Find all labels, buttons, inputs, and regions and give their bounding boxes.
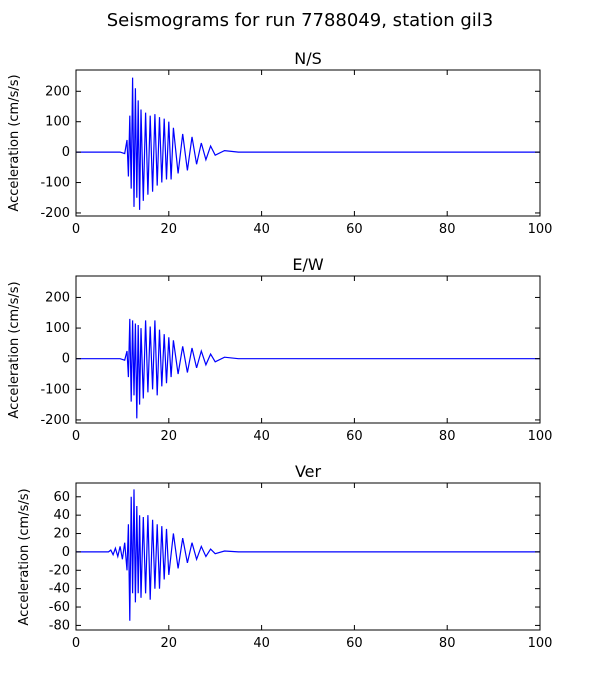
- x-tick-label: 100: [528, 429, 553, 444]
- x-tick-label: 0: [72, 636, 80, 651]
- x-tick-label: 0: [72, 429, 80, 444]
- x-tick-label: 20: [161, 429, 178, 444]
- y-tick-label: -200: [40, 413, 70, 428]
- y-tick-label: 40: [53, 508, 70, 523]
- axes-frame: [75, 275, 541, 424]
- y-axis-label: Acceleration (cm/s/s): [7, 74, 22, 211]
- trace-line: [76, 77, 540, 210]
- y-tick-label: 20: [53, 527, 70, 542]
- y-tick-label: -100: [40, 176, 70, 191]
- y-tick-label: -80: [49, 618, 70, 633]
- y-tick-label: 60: [53, 490, 70, 505]
- x-tick-label: 80: [439, 222, 456, 237]
- x-tick-label: 0: [72, 222, 80, 237]
- y-tick-label: 0: [62, 545, 70, 560]
- panel-0: N/S Acceleration (cm/s/s) 0 20 40 60 80 100 -200…: [7, 49, 552, 237]
- x-tick-label: 60: [346, 636, 363, 651]
- x-tick-label: 60: [346, 429, 363, 444]
- y-tick-label: -20: [49, 563, 70, 578]
- x-tick-label: 20: [161, 636, 178, 651]
- y-tick-label: -60: [49, 600, 70, 615]
- y-tick-label: 100: [45, 321, 70, 336]
- y-tick-label: -100: [40, 382, 70, 397]
- y-axis-label: Acceleration (cm/s/s): [7, 281, 22, 418]
- y-tick-label: 100: [45, 115, 70, 130]
- y-tick-label: 200: [45, 290, 70, 305]
- y-tick-label: 0: [62, 352, 70, 367]
- x-tick-label: 100: [528, 636, 553, 651]
- x-tick-label: 100: [528, 222, 553, 237]
- axes-frame: [75, 482, 541, 631]
- y-tick-label: -40: [49, 582, 70, 597]
- x-tick-label: 40: [253, 222, 270, 237]
- axes-frame: [75, 69, 541, 217]
- x-tick-label: 80: [439, 636, 456, 651]
- x-tick-label: 60: [346, 222, 363, 237]
- x-tick-label: 20: [161, 222, 178, 237]
- panel-title: E/W: [292, 255, 324, 274]
- panel-1: E/W Acceleration (cm/s/s) 0 20 40 60 80 100 -200…: [7, 255, 552, 444]
- panel-title: Ver: [295, 462, 322, 481]
- x-tick-label: 80: [439, 429, 456, 444]
- x-tick-label: 40: [253, 636, 270, 651]
- x-tick-label: 40: [253, 429, 270, 444]
- trace-line: [76, 318, 540, 419]
- y-tick-label: 0: [62, 145, 70, 160]
- panel-title: N/S: [294, 49, 322, 68]
- figure-title: Seismograms for run 7788049, station gil…: [106, 10, 494, 31]
- trace-line: [76, 489, 540, 621]
- panel-2: Ver Acceleration (cm/s/s) 0 20 40 60 80 100 -80 -…: [17, 462, 552, 651]
- y-axis-label: Acceleration (cm/s/s): [17, 488, 32, 625]
- y-tick-label: 200: [45, 84, 70, 99]
- y-tick-label: -200: [40, 206, 70, 221]
